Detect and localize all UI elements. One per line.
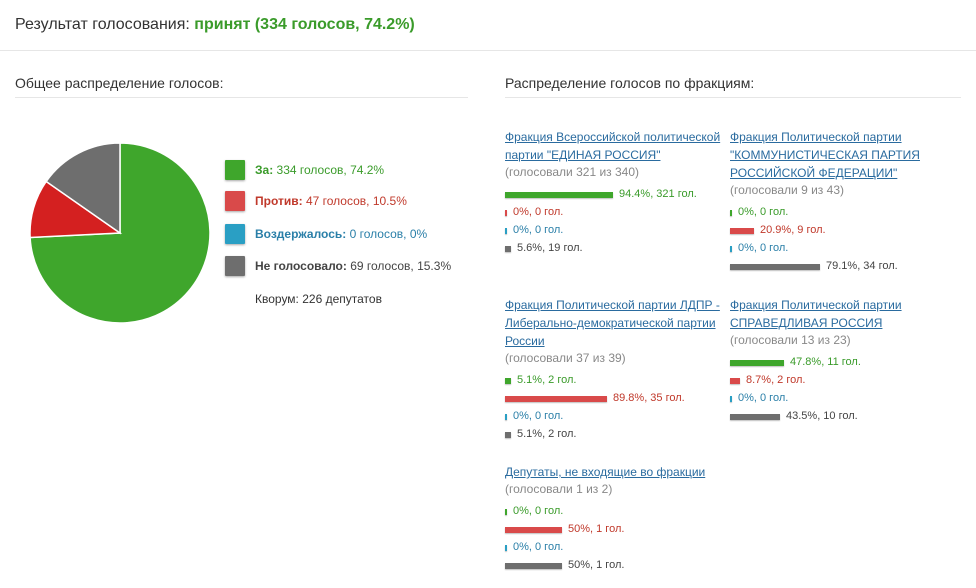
vote-result-value: принят (334 голосов, 74.2%) xyxy=(194,16,415,33)
quorum-text: Кворум: 226 депутатов xyxy=(255,292,382,306)
vote-row-against: 50%, 1 гол. xyxy=(505,522,730,540)
vote-bar-abstained xyxy=(505,414,507,420)
vote-bar-not-voted xyxy=(505,246,511,252)
faction-voted-count: (голосовали 1 из 2) xyxy=(505,482,613,496)
overall-divider xyxy=(15,97,468,98)
vote-value-for: 5.1%, 2 гол. xyxy=(517,374,577,386)
vote-row-abstained: 0%, 0 гол. xyxy=(505,409,730,427)
faction-block: Депутаты, не входящие во фракции (голосов… xyxy=(505,463,730,576)
vote-bar-abstained xyxy=(505,228,507,234)
vote-bar-not-voted xyxy=(505,563,562,569)
vote-row-for: 0%, 0 гол. xyxy=(730,205,955,223)
vote-row-abstained: 0%, 0 гол. xyxy=(505,540,730,558)
vote-result-header: Результат голосования: принят (334 голос… xyxy=(0,0,976,51)
legend-swatch-abstained xyxy=(225,224,245,244)
faction-name-link[interactable]: Фракция Политической партии "КОММУНИСТИЧ… xyxy=(730,130,920,180)
vote-bar-against xyxy=(505,210,507,216)
vote-value-against: 0%, 0 гол. xyxy=(513,206,564,218)
vote-row-abstained: 0%, 0 гол. xyxy=(505,223,730,241)
vote-value-against: 89.8%, 35 гол. xyxy=(613,392,685,404)
vote-bar-for xyxy=(505,509,507,515)
legend-swatch-for xyxy=(225,160,245,180)
vote-value-for: 47.8%, 11 гол. xyxy=(790,356,861,368)
vote-bar-for xyxy=(730,210,732,216)
factions-divider xyxy=(505,97,961,98)
vote-bar-abstained xyxy=(730,246,732,252)
legend-label-for: За: xyxy=(255,163,274,177)
vote-bar-against xyxy=(505,396,607,402)
vote-result-label: Результат голосования: xyxy=(15,16,190,33)
faction-block: Фракция Политической партии ЛДПР - Либер… xyxy=(505,296,730,445)
legend-value-not-voted: 69 голосов, 15.3% xyxy=(350,259,452,273)
vote-row-against: 8.7%, 2 гол. xyxy=(730,373,955,391)
vote-value-against: 8.7%, 2 гол. xyxy=(746,374,806,386)
faction-name-link[interactable]: Фракция Политической партии ЛДПР - Либер… xyxy=(505,298,720,348)
vote-value-not-voted: 5.6%, 19 гол. xyxy=(517,242,583,254)
vote-value-for: 94.4%, 321 гол. xyxy=(619,188,697,200)
faction-voted-count: (голосовали 9 из 43) xyxy=(730,183,844,197)
vote-row-for: 94.4%, 321 гол. xyxy=(505,187,730,205)
factions-distribution-title: Распределение голосов по фракциям: xyxy=(505,75,755,91)
pie-slice-not-voted xyxy=(45,142,121,235)
vote-row-not-voted: 43.5%, 10 гол. xyxy=(730,409,955,427)
vote-bar-abstained xyxy=(730,396,732,402)
legend-swatch-not-voted xyxy=(225,256,245,276)
vote-value-for: 0%, 0 гол. xyxy=(738,206,789,218)
vote-bar-for xyxy=(505,192,613,198)
vote-row-not-voted: 79.1%, 34 гол. xyxy=(730,259,955,277)
vote-result-title: Результат голосования: принят (334 голос… xyxy=(15,16,415,34)
vote-value-not-voted: 79.1%, 34 гол. xyxy=(826,260,898,272)
vote-value-abstained: 0%, 0 гол. xyxy=(513,224,564,236)
vote-value-abstained: 0%, 0 гол. xyxy=(738,242,789,254)
vote-value-not-voted: 43.5%, 10 гол. xyxy=(786,410,858,422)
faction-name-link[interactable]: Фракция Всероссийской политической парти… xyxy=(505,130,721,162)
vote-bar-not-voted xyxy=(730,414,780,420)
vote-bar-against xyxy=(730,378,740,384)
vote-value-not-voted: 50%, 1 гол. xyxy=(568,559,625,571)
vote-value-against: 50%, 1 гол. xyxy=(568,523,625,535)
vote-bar-for xyxy=(505,378,511,384)
vote-bar-not-voted xyxy=(505,432,511,438)
legend-label-not-voted: Не голосовало: xyxy=(255,259,347,273)
faction-voted-count: (голосовали 37 из 39) xyxy=(505,351,626,365)
vote-value-for: 0%, 0 гол. xyxy=(513,505,564,517)
vote-row-for: 5.1%, 2 гол. xyxy=(505,373,730,391)
vote-row-against: 0%, 0 гол. xyxy=(505,205,730,223)
legend-value-for: 334 голосов, 74.2% xyxy=(276,163,385,177)
vote-value-not-voted: 5.1%, 2 гол. xyxy=(517,428,577,440)
vote-row-for: 0%, 0 гол. xyxy=(505,504,730,522)
vote-value-abstained: 0%, 0 гол. xyxy=(513,410,564,422)
faction-voted-count: (голосовали 321 из 340) xyxy=(505,165,640,179)
legend-value-against: 47 голосов, 10.5% xyxy=(305,194,407,208)
vote-row-not-voted: 5.6%, 19 гол. xyxy=(505,241,730,259)
vote-bar-not-voted xyxy=(730,264,820,270)
legend-swatch-against xyxy=(225,191,245,211)
faction-name-link[interactable]: Депутаты, не входящие во фракции xyxy=(505,465,706,479)
vote-row-abstained: 0%, 0 гол. xyxy=(730,241,955,259)
vote-row-against: 89.8%, 35 гол. xyxy=(505,391,730,409)
vote-pie-chart xyxy=(29,142,211,324)
vote-bar-for xyxy=(730,360,784,366)
faction-block: Фракция Всероссийской политической парти… xyxy=(505,128,730,259)
faction-block: Фракция Политической партии "КОММУНИСТИЧ… xyxy=(730,128,955,277)
vote-value-abstained: 0%, 0 гол. xyxy=(738,392,789,404)
vote-bar-against xyxy=(505,527,562,533)
vote-value-against: 20.9%, 9 гол. xyxy=(760,224,826,236)
vote-row-not-voted: 50%, 1 гол. xyxy=(505,558,730,576)
vote-row-abstained: 0%, 0 гол. xyxy=(730,391,955,409)
vote-row-against: 20.9%, 9 гол. xyxy=(730,223,955,241)
legend-value-abstained: 0 голосов, 0% xyxy=(349,227,428,241)
vote-bar-against xyxy=(730,228,754,234)
faction-name-link[interactable]: Фракция Политической партии СПРАВЕДЛИВАЯ… xyxy=(730,298,902,330)
faction-voted-count: (голосовали 13 из 23) xyxy=(730,333,851,347)
vote-value-abstained: 0%, 0 гол. xyxy=(513,541,564,553)
legend-label-abstained: Воздержалось: xyxy=(255,227,347,241)
vote-row-for: 47.8%, 11 гол. xyxy=(730,355,955,373)
vote-row-not-voted: 5.1%, 2 гол. xyxy=(505,427,730,445)
legend-label-against: Против: xyxy=(255,194,303,208)
vote-bar-abstained xyxy=(505,545,507,551)
faction-block: Фракция Политической партии СПРАВЕДЛИВАЯ… xyxy=(730,296,955,427)
overall-distribution-title: Общее распределение голосов: xyxy=(15,75,224,91)
